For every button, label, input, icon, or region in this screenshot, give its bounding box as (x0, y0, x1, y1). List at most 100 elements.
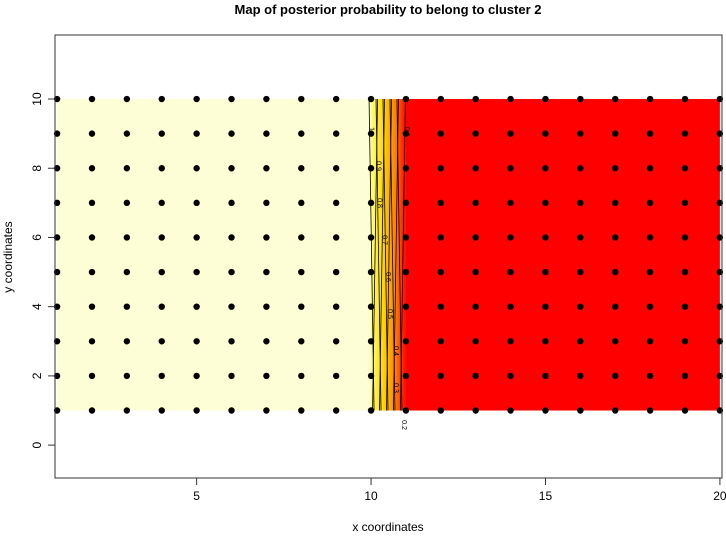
sample-point (646, 130, 654, 137)
sample-point (367, 95, 375, 103)
contour-label: 1 (368, 127, 375, 131)
sample-point (612, 199, 619, 207)
sample-point (681, 199, 689, 207)
sample-point (88, 372, 96, 380)
sample-point (542, 303, 549, 310)
sample-point (681, 95, 689, 103)
sample-point (437, 372, 445, 380)
sample-point (472, 372, 479, 380)
sample-point (472, 95, 479, 103)
sample-point (612, 268, 619, 276)
sample-point (402, 165, 410, 172)
sample-point (228, 407, 235, 414)
sample-point (472, 234, 479, 241)
sample-point (332, 372, 340, 380)
sample-point (646, 268, 654, 276)
sample-point (437, 130, 445, 137)
y-tick-label: 4 (30, 303, 44, 310)
y-tick-label: 6 (30, 234, 44, 241)
sample-point (367, 372, 375, 380)
sample-point (193, 338, 200, 345)
sample-point (577, 199, 584, 207)
sample-point (367, 407, 375, 414)
sample-point (577, 268, 584, 276)
sample-point (507, 338, 514, 345)
sample-point (542, 199, 549, 207)
sample-point (542, 372, 549, 380)
contour-label: 0.9 (374, 161, 381, 171)
contour-label: 0.2 (400, 420, 407, 430)
sample-point (88, 234, 96, 241)
sample-point (542, 130, 549, 137)
sample-point (158, 199, 165, 207)
sample-point (367, 199, 375, 207)
sample-point (298, 95, 305, 103)
sample-point (228, 199, 235, 207)
sample-point (437, 199, 445, 207)
sample-point (332, 303, 340, 310)
sample-point (123, 199, 131, 207)
sample-point (402, 338, 410, 345)
x-tick-label: 20 (713, 489, 726, 503)
sample-point (646, 407, 654, 414)
low-probability-region (405, 99, 720, 411)
sample-point (437, 234, 445, 241)
sample-point (577, 95, 584, 103)
sample-point (123, 95, 131, 103)
sample-point (472, 338, 479, 345)
sample-point (612, 303, 619, 310)
probability-surface (57, 99, 720, 411)
sample-point (577, 372, 584, 380)
sample-point (646, 338, 654, 345)
sample-point (612, 130, 619, 137)
sample-point (123, 372, 131, 380)
sample-point (263, 407, 270, 414)
sample-point (228, 95, 235, 103)
sample-point (472, 303, 479, 310)
sample-point (472, 199, 479, 207)
sample-point (367, 165, 375, 172)
sample-point (507, 95, 514, 103)
sample-point (577, 338, 584, 345)
sample-point (646, 95, 654, 103)
sample-point (367, 338, 375, 345)
contour-label: 0.5 (386, 309, 393, 319)
sample-point (542, 407, 549, 414)
sample-point (158, 338, 165, 345)
sample-point (507, 372, 514, 380)
sample-point (193, 165, 200, 172)
sample-point (646, 234, 654, 241)
sample-point (681, 338, 689, 345)
sample-point (367, 268, 375, 276)
sample-point (402, 303, 410, 310)
contour-label: 0.4 (392, 346, 399, 356)
sample-point (472, 268, 479, 276)
sample-point (402, 130, 410, 137)
sample-point (123, 234, 131, 241)
sample-point (646, 199, 654, 207)
sample-point (158, 407, 165, 414)
sample-point (228, 372, 235, 380)
sample-point (681, 303, 689, 310)
contour-lines: 10.90.80.70.60.50.40.30.20.1 (368, 99, 410, 430)
sample-point (332, 234, 340, 241)
sample-point (542, 234, 549, 241)
sample-point (402, 372, 410, 380)
sample-point (228, 234, 235, 241)
y-tick-label: 8 (30, 165, 44, 172)
y-axis: 0 2 4 6 8 10 (30, 92, 55, 448)
sample-point (88, 165, 96, 172)
sample-point (193, 130, 200, 137)
sample-point (577, 130, 584, 137)
sample-point (193, 372, 200, 380)
sample-point (158, 303, 165, 310)
sample-point (542, 165, 549, 172)
sample-point (263, 165, 270, 172)
sample-point (402, 95, 410, 103)
sample-point (367, 303, 375, 310)
sample-point (507, 130, 514, 137)
sample-point (193, 199, 200, 207)
sample-point (367, 130, 375, 137)
sample-point (123, 165, 131, 172)
